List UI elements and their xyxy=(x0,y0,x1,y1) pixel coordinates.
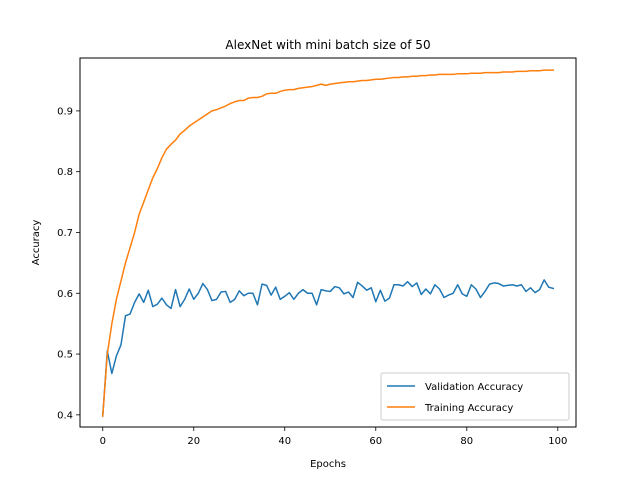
series-line-training-accuracy xyxy=(101,69,554,417)
chart-title: AlexNet with mini batch size of 50 xyxy=(225,38,430,52)
x-tick-label: 60 xyxy=(369,436,382,447)
series-line-validation-accuracy xyxy=(101,279,555,417)
x-axis: 0 20 40 60 80 100 xyxy=(100,427,567,447)
legend-label-validation: Validation Accuracy xyxy=(425,382,523,393)
plot-frame xyxy=(79,57,577,428)
y-axis-label: Accuracy xyxy=(31,220,42,266)
y-tick-label: 0.5 xyxy=(57,350,73,361)
x-tick-label: 100 xyxy=(548,436,567,447)
y-tick-label: 0.6 xyxy=(57,289,73,300)
legend-label-training: Training Accuracy xyxy=(424,403,513,414)
series-layer xyxy=(101,69,555,417)
x-tick-label: 0 xyxy=(100,436,106,447)
x-axis-label: Epochs xyxy=(310,459,346,470)
x-tick-label: 20 xyxy=(187,436,200,447)
y-tick-label: 0.4 xyxy=(57,410,73,421)
x-tick-label: 40 xyxy=(278,436,291,447)
legend: Validation Accuracy Training Accuracy xyxy=(380,372,570,421)
y-tick-label: 0.9 xyxy=(57,106,73,117)
x-tick-label: 80 xyxy=(460,436,473,447)
legend-box xyxy=(380,372,570,421)
y-tick-label: 0.8 xyxy=(57,167,73,178)
y-axis: 0.4 0.5 0.6 0.7 0.8 0.9 xyxy=(57,106,80,421)
y-tick-label: 0.7 xyxy=(57,228,73,239)
